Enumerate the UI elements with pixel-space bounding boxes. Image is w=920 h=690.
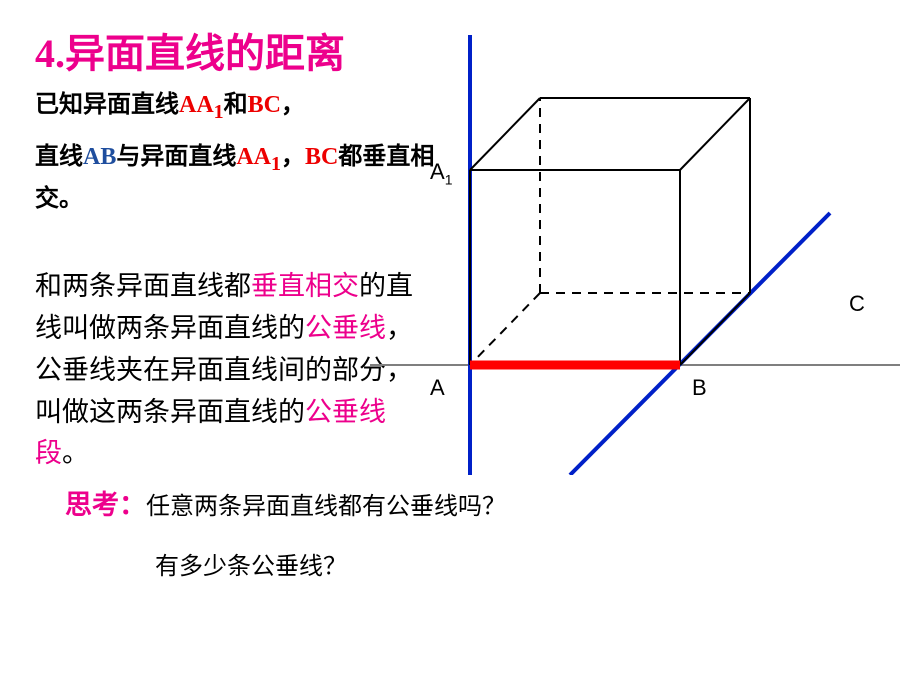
t: AA [236,144,271,170]
vertex-label-a1: A1 [430,159,452,187]
cube-diagram: A1 C A B [370,35,900,465]
vertex-label-a: A [430,375,445,401]
text: 和两条异面直线都 [35,271,251,301]
text-aa1b: AA1 [236,144,281,170]
t: A [430,159,445,184]
text: 和 [224,92,248,118]
text: 已知异面直线 [35,92,179,118]
diagram-svg [370,35,900,475]
t: AA [179,92,214,118]
text: 。 [62,438,89,468]
vertex-label-b: B [692,375,707,401]
think-question-2: 有多少条公垂线？ [35,546,885,581]
vertex-label-c: C [849,291,865,317]
text: ， [281,92,305,118]
cube-edge [470,98,540,170]
sub: 1 [445,171,453,187]
think-line-1: 思考：任意两条异面直线都有公垂线吗？ [35,485,885,526]
text: ， [281,144,305,170]
slide: 4.异面直线的距离 已知异面直线AA1和BC， 直线AB与异面直线AA1，BC都… [0,0,920,690]
think-question-1: 任意两条异面直线都有公垂线吗？ [146,494,506,520]
sub: 1 [214,101,224,123]
text-bc: BC [248,92,281,118]
think-label: 思考： [65,490,146,520]
text-bcb: BC [305,144,338,170]
sub: 1 [271,153,281,175]
cube-edge [680,293,750,365]
keyword: 垂直相交 [251,271,359,301]
text: 与异面直线 [116,144,236,170]
text-aa1: AA1 [179,92,224,118]
text-ab: AB [83,144,116,170]
cube-edge [680,98,750,170]
cube-edge-dashed [470,293,540,365]
text: 直线 [35,144,83,170]
